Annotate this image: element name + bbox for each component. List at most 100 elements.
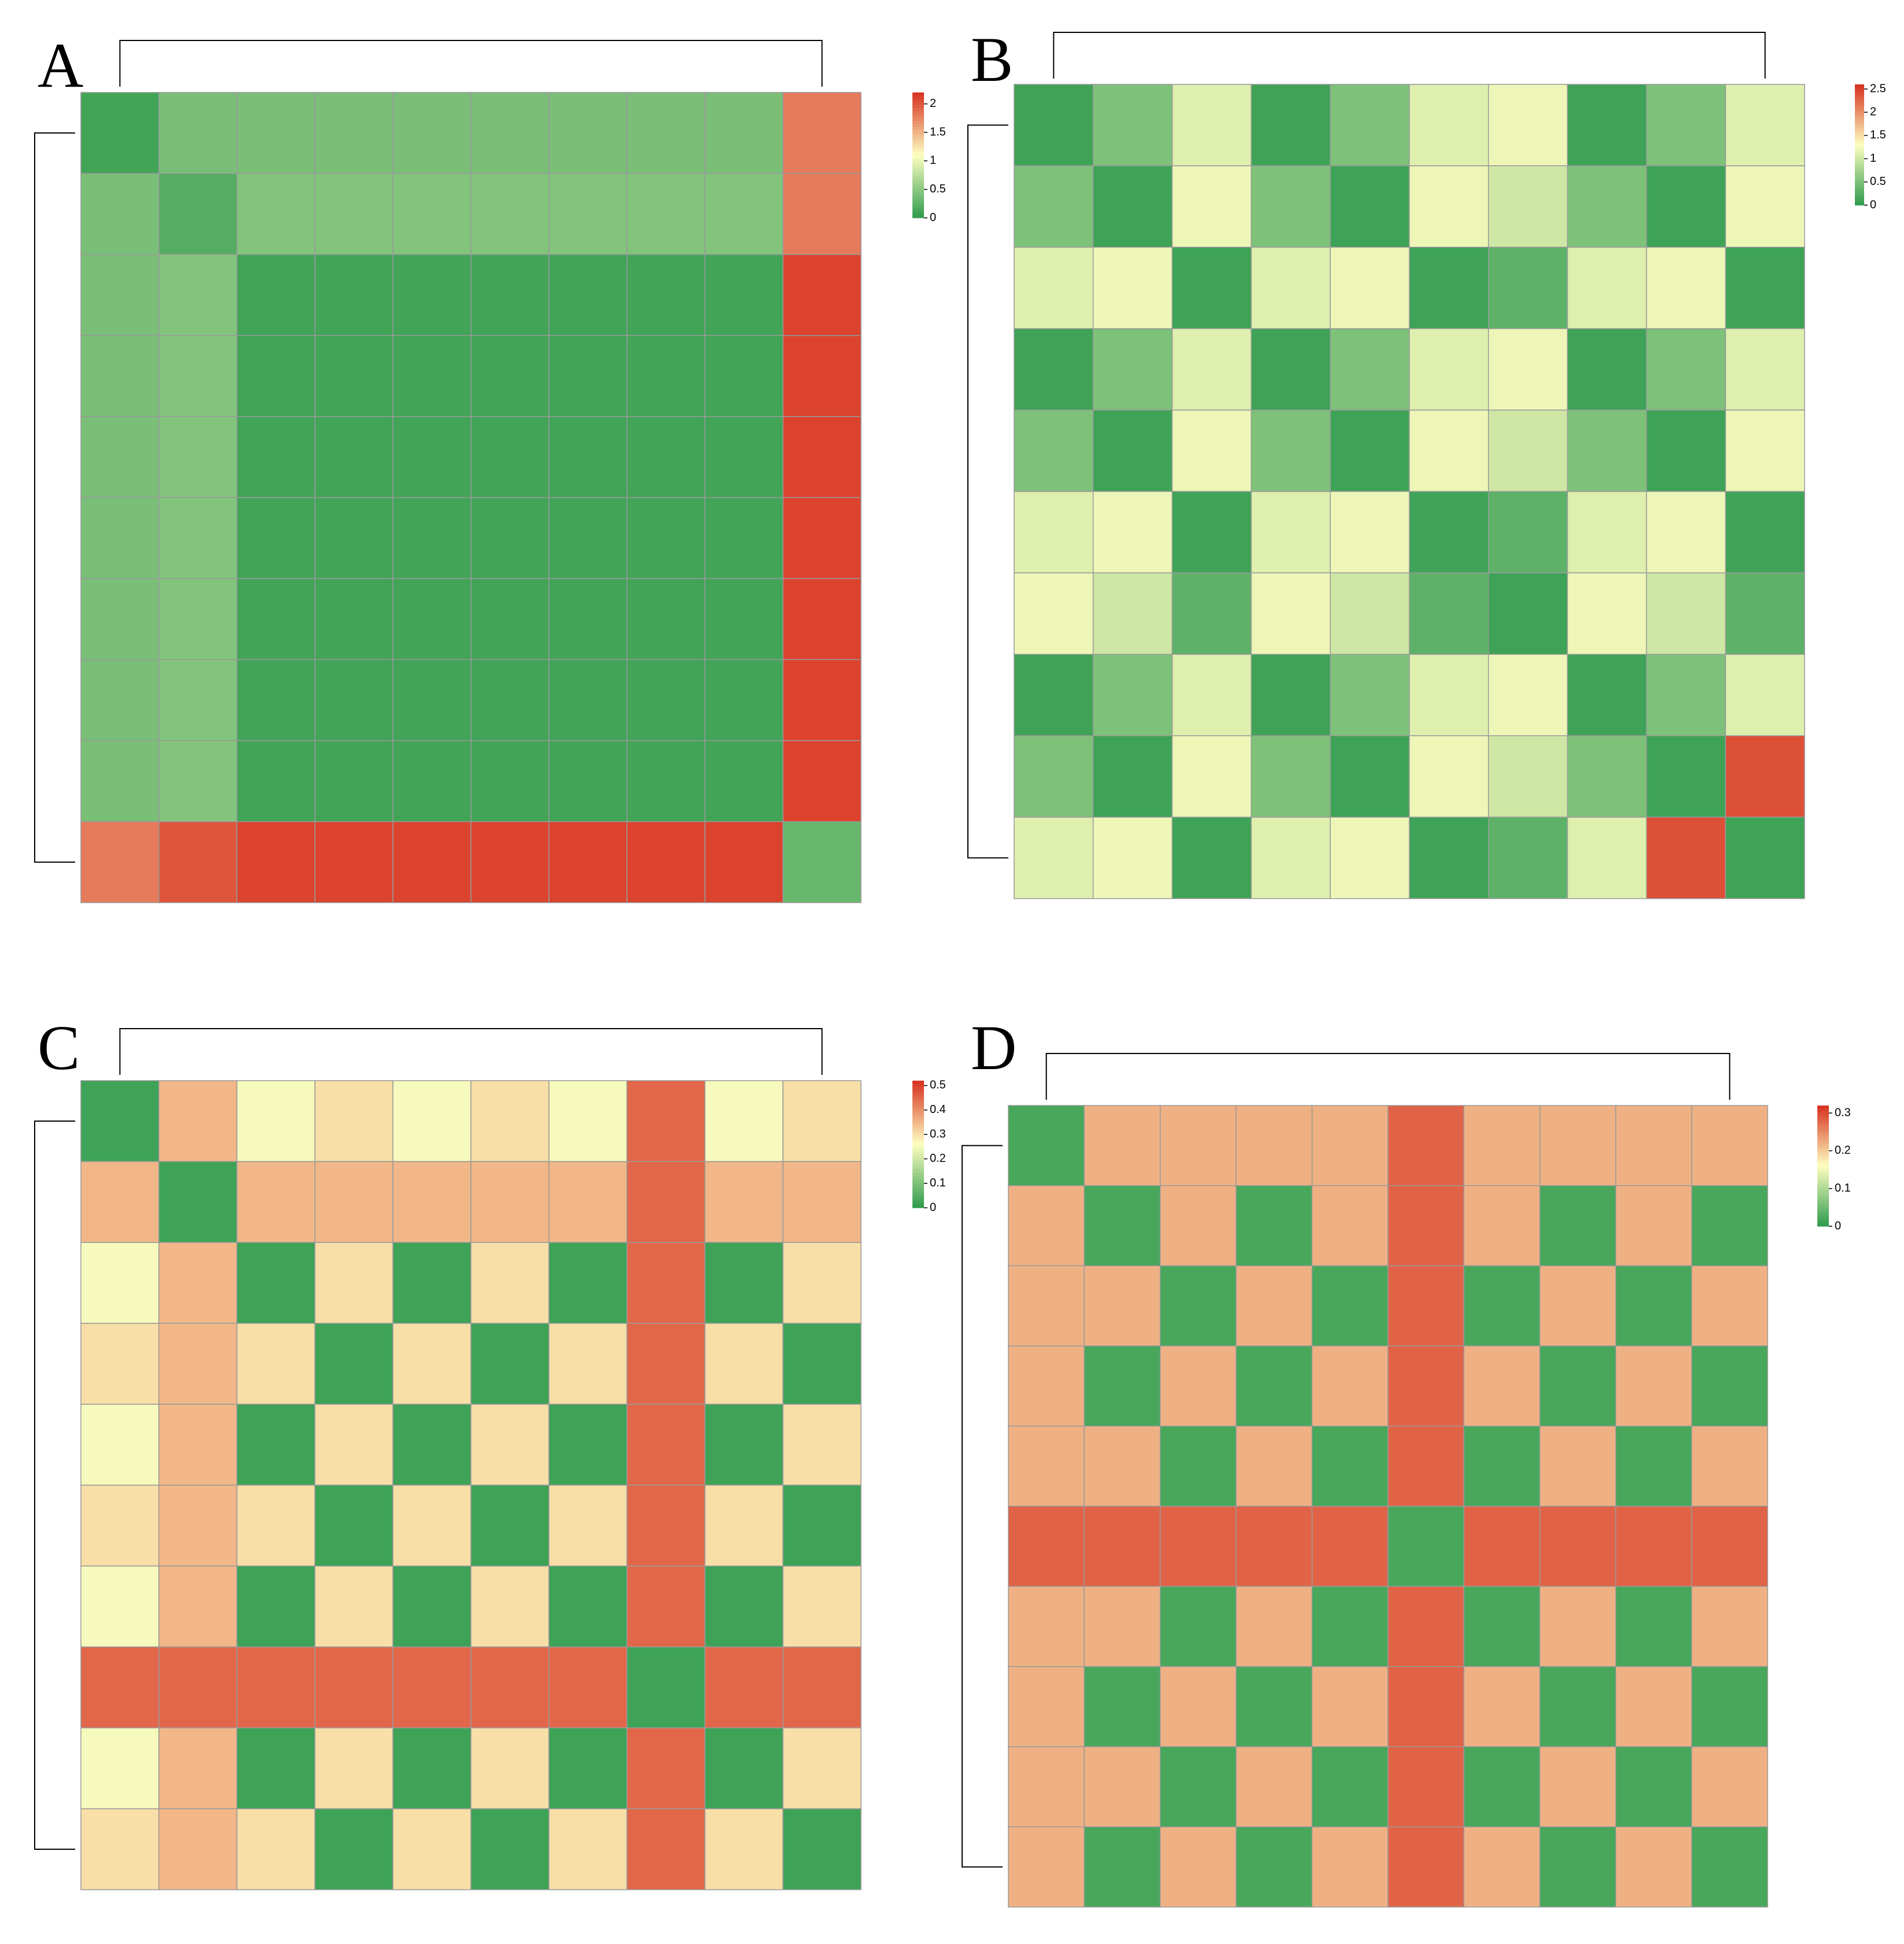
heatmap-cell xyxy=(626,1323,706,1405)
heatmap-cell xyxy=(1093,735,1173,818)
heatmap-cell xyxy=(704,1808,784,1890)
heatmap-cell xyxy=(1160,1746,1237,1828)
heatmap-cell xyxy=(1250,654,1331,736)
heatmap-cell xyxy=(236,1242,316,1324)
heatmap-cell xyxy=(392,1808,472,1890)
heatmap-cell xyxy=(1615,1345,1693,1427)
heatmap-cell xyxy=(1463,1345,1541,1427)
heatmap-cell xyxy=(1250,165,1331,248)
heatmap-cell xyxy=(80,254,159,336)
colorbar-tick-label: 0.3 xyxy=(930,1127,946,1140)
colorbar-tick-label: 0.1 xyxy=(1835,1182,1851,1194)
heatmap-cell xyxy=(548,1161,628,1243)
heatmap-cell xyxy=(782,1565,862,1648)
colorbar-segment xyxy=(1817,1160,1829,1163)
colorbar-segment xyxy=(912,1138,924,1141)
heatmap-cell xyxy=(314,1242,394,1324)
heatmap-cell xyxy=(470,1727,550,1809)
heatmap-cell xyxy=(1093,572,1173,655)
heatmap-cell xyxy=(158,1161,237,1243)
heatmap-cell xyxy=(158,659,237,741)
heatmap-cell xyxy=(1235,1586,1313,1667)
colorbar-segment xyxy=(912,155,924,159)
colorbar-segment xyxy=(1855,114,1864,118)
heatmap-cell xyxy=(704,92,784,174)
heatmap-cell xyxy=(704,1646,784,1728)
colorbar-segment xyxy=(912,1096,924,1100)
heatmap-cell xyxy=(1409,572,1489,655)
heatmap-cell xyxy=(1235,1105,1313,1186)
colorbar-segment xyxy=(1817,1117,1829,1121)
heatmap-cell xyxy=(80,1565,159,1648)
heatmap-cell xyxy=(470,497,550,579)
heatmap-cell xyxy=(1171,735,1252,818)
heatmap-cell xyxy=(1235,1666,1313,1748)
colorbar-segment xyxy=(1855,159,1864,164)
heatmap-cell xyxy=(1160,1105,1237,1186)
heatmap-cell xyxy=(80,497,159,579)
colorbar-segment xyxy=(1855,157,1864,161)
heatmap-cell xyxy=(1567,84,1647,166)
heatmap-cell xyxy=(80,1080,159,1162)
colorbar-segment xyxy=(912,133,924,137)
heatmap-cell xyxy=(1235,1505,1313,1587)
heatmap-cell xyxy=(1691,1105,1768,1186)
heatmap-cell xyxy=(782,578,862,661)
heatmap-cell xyxy=(80,1242,159,1324)
heatmap-cell xyxy=(548,1404,628,1486)
heatmap-cell xyxy=(236,1485,316,1567)
heatmap-cell xyxy=(1646,409,1726,492)
colorbar-segment xyxy=(1817,1168,1829,1173)
heatmap-cell xyxy=(314,416,394,498)
heatmap-cell xyxy=(1250,328,1331,411)
heatmap-cell xyxy=(1691,1345,1768,1427)
heatmap-cell xyxy=(782,1242,862,1324)
heatmap-cell xyxy=(704,1323,784,1405)
heatmap-cell xyxy=(1488,491,1568,574)
colorbar-segment xyxy=(1855,190,1864,194)
heatmap-cell xyxy=(1463,1746,1541,1828)
heatmap-cell xyxy=(392,335,472,417)
heatmap-cell xyxy=(158,1242,237,1324)
heatmap-cell xyxy=(1235,1265,1313,1346)
heatmap-cell xyxy=(1387,1426,1465,1507)
heatmap-cell xyxy=(314,1485,394,1567)
heatmap-cell xyxy=(782,1727,862,1809)
colorbar-tick-label: 1.5 xyxy=(1870,129,1886,142)
colorbar-segment xyxy=(912,142,924,146)
heatmap-cell xyxy=(704,173,784,255)
heatmap-cell xyxy=(1463,1426,1541,1507)
heatmap-cell xyxy=(392,254,472,336)
heatmap-cell xyxy=(158,1727,237,1809)
colorbar-segment xyxy=(1855,154,1864,157)
heatmap-cell xyxy=(158,578,237,661)
heatmap-cell xyxy=(1171,572,1252,655)
heatmap-cell xyxy=(1409,165,1489,248)
heatmap-cell xyxy=(1083,1826,1161,1908)
heatmap-cell xyxy=(548,92,628,174)
colorbar-segment xyxy=(1855,139,1864,142)
colorbar-tick-label: 0.5 xyxy=(930,183,946,195)
heatmap-cell xyxy=(1083,1666,1161,1748)
colorbar-segment xyxy=(912,1198,924,1202)
colorbar-segment xyxy=(1855,175,1864,179)
heatmap-cell xyxy=(158,1404,237,1486)
heatmap-cell xyxy=(314,1646,394,1728)
heatmap-cell xyxy=(1387,1666,1465,1748)
heatmap-cell xyxy=(548,416,628,498)
colorbar-segment xyxy=(1817,1156,1829,1160)
colorbar-segment xyxy=(1817,1121,1829,1124)
heatmap-cell xyxy=(1235,1345,1313,1427)
heatmap-cell xyxy=(392,740,472,822)
heatmap-cell xyxy=(236,173,316,255)
colorbar-segment xyxy=(912,196,924,199)
row-dendrogram xyxy=(34,132,75,863)
colorbar-tick-label: 0.5 xyxy=(930,1079,946,1092)
heatmap-cell xyxy=(158,1080,237,1162)
colorbar-segment xyxy=(912,1128,924,1132)
heatmap-cell xyxy=(470,1646,550,1728)
heatmap-cell xyxy=(626,1565,706,1648)
heatmap-cell xyxy=(1488,654,1568,736)
heatmap-cell xyxy=(314,254,394,336)
colorbar-segment xyxy=(912,1201,924,1205)
